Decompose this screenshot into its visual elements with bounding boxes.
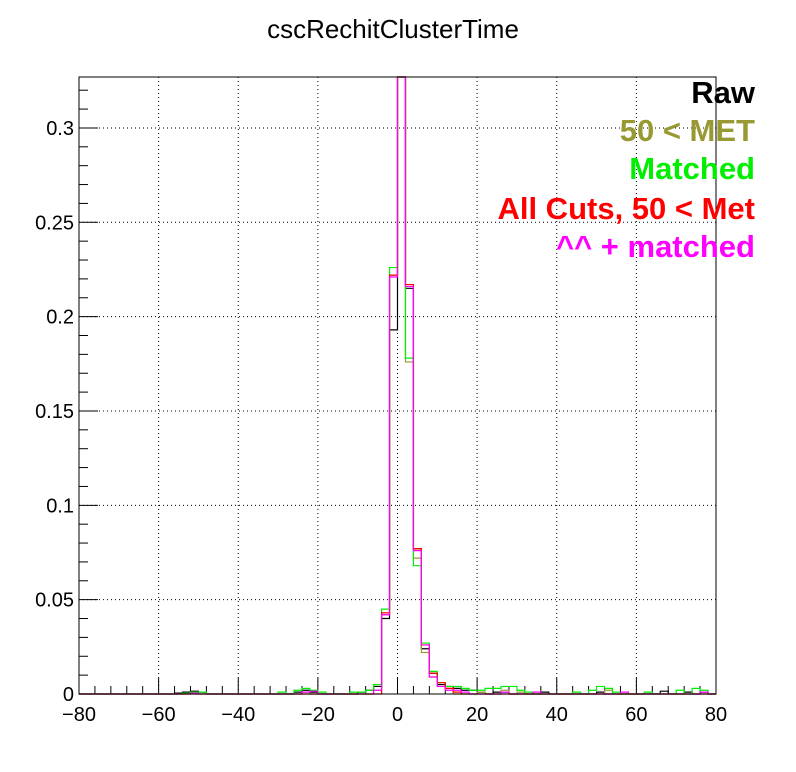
x-tick-label: 60: [625, 704, 647, 726]
x-tick-label: 0: [392, 704, 403, 726]
chart-title: cscRechitClusterTime: [267, 14, 519, 44]
x-tick-label: −60: [142, 704, 176, 726]
y-tick-label: 0.05: [35, 590, 74, 612]
axis-tick-labels: −80 −60 −40 −20 0 20 40 60 80 0 0.05 0.1 0.15 0.2 0.25…: [35, 118, 727, 726]
x-tick-label: −20: [301, 704, 335, 726]
plot-frame: [78, 76, 717, 695]
legend-entry-4: ^^ + matched: [556, 229, 755, 264]
legend-entry-1: 50 < MET: [620, 113, 755, 148]
x-tick-label: 80: [705, 704, 727, 726]
y-tick-label: 0.15: [35, 401, 74, 423]
legend-entry-2: Matched: [629, 151, 755, 186]
grid-lines: [79, 77, 716, 694]
x-tick-label: −40: [221, 704, 255, 726]
y-tick-label: 0.1: [46, 495, 74, 517]
legend-entry-3: All Cuts, 50 < Met: [497, 191, 755, 226]
x-tick-label: 40: [546, 704, 568, 726]
y-tick-label: 0.3: [46, 118, 74, 140]
y-tick-label: 0: [63, 684, 74, 706]
y-tick-label: 0.2: [46, 307, 74, 329]
x-tick-label: 20: [466, 704, 488, 726]
y-tick-label: 0.25: [35, 212, 74, 234]
x-tick-label: −80: [62, 704, 96, 726]
legend-entry-0: Raw: [691, 75, 756, 110]
